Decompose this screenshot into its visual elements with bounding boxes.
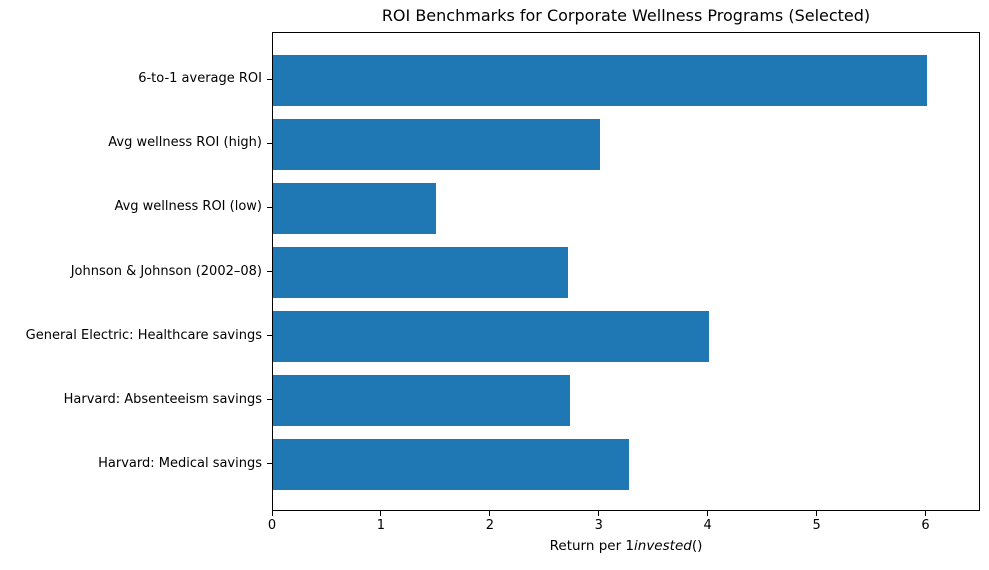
x-axis-label-prefix: Return per 1 xyxy=(549,538,635,554)
x-tick-label: 0 xyxy=(267,518,277,533)
x-tick-mark xyxy=(489,511,491,516)
x-tick-label: 2 xyxy=(485,518,494,533)
y-axis-labels: 6-to-1 average ROI Avg wellness ROI (high… xyxy=(0,32,262,511)
plot-area xyxy=(272,32,980,511)
x-tick-label: 4 xyxy=(703,518,712,533)
y-tick-mark xyxy=(267,335,272,337)
y-tick-mark xyxy=(267,142,272,144)
x-tick-label: 6 xyxy=(921,518,930,533)
bar xyxy=(273,182,437,235)
y-tick-label: Johnson & Johnson (2002–08) xyxy=(70,263,262,279)
x-axis-label-suffix: () xyxy=(691,538,703,554)
x-tick-label: 1 xyxy=(376,518,386,533)
x-tick-mark xyxy=(598,511,600,516)
bar xyxy=(273,118,600,171)
bar xyxy=(273,310,709,363)
bar xyxy=(273,54,927,106)
bar xyxy=(273,246,569,299)
bar xyxy=(273,438,630,491)
x-axis-label-italic: invested xyxy=(634,538,692,554)
x-tick-label: 3 xyxy=(594,518,603,533)
y-tick-mark xyxy=(267,399,272,401)
x-axis-label: Return per 1invested() xyxy=(272,538,980,555)
y-tick-label: Avg wellness ROI (low) xyxy=(114,199,262,215)
y-tick-label: General Electric: Healthcare savings xyxy=(25,327,262,343)
y-tick-label: 6-to-1 average ROI xyxy=(138,71,262,87)
y-tick-label: Avg wellness ROI (high) xyxy=(108,135,262,151)
x-tick-label: 5 xyxy=(812,518,821,533)
x-tick-mark xyxy=(380,511,382,516)
y-tick-mark xyxy=(267,463,272,465)
y-tick-label: Harvard: Absenteeism savings xyxy=(63,391,262,407)
x-tick-mark xyxy=(925,511,927,516)
x-tick-mark xyxy=(271,511,273,516)
x-tick-mark xyxy=(707,511,709,516)
y-tick-mark xyxy=(267,206,272,208)
bar xyxy=(273,374,571,427)
y-tick-mark xyxy=(267,271,272,272)
y-tick-mark xyxy=(267,78,272,80)
chart-title: ROI Benchmarks for Corporate Wellness Pr… xyxy=(381,6,871,25)
y-tick-label: Harvard: Medical savings xyxy=(98,455,262,471)
x-axis-tick-labels: 0 1 2 3 4 5 6 xyxy=(268,518,980,534)
x-tick-mark xyxy=(816,511,818,516)
